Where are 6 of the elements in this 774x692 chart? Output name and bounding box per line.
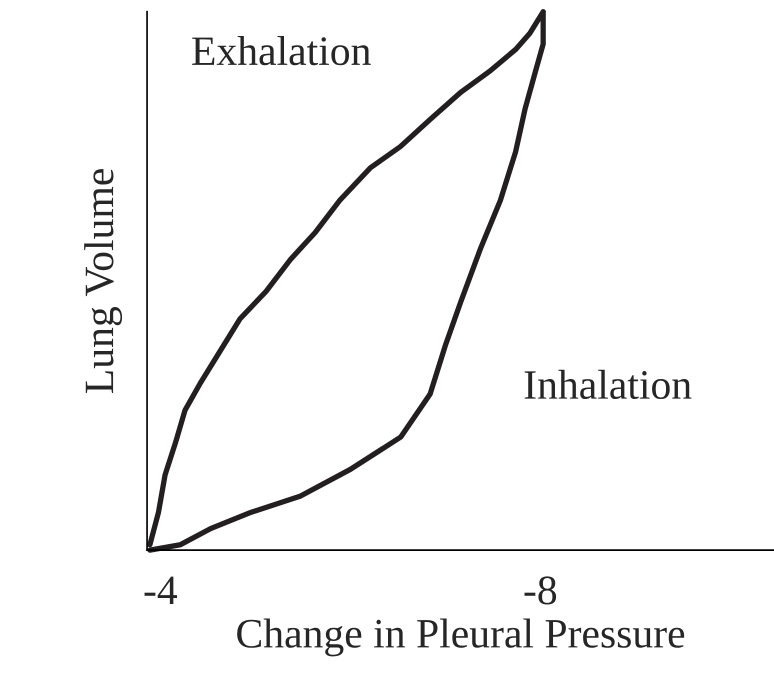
x-axis-title: Change in Pleural Pressure: [237, 618, 684, 656]
y-axis-title: Lung Volume: [84, 169, 122, 394]
annotation: Inhalation: [524, 370, 692, 400]
x-tick-label: -8: [524, 576, 556, 604]
x-tick-label: -4: [144, 576, 178, 604]
annotation: Exhalation: [192, 36, 371, 66]
